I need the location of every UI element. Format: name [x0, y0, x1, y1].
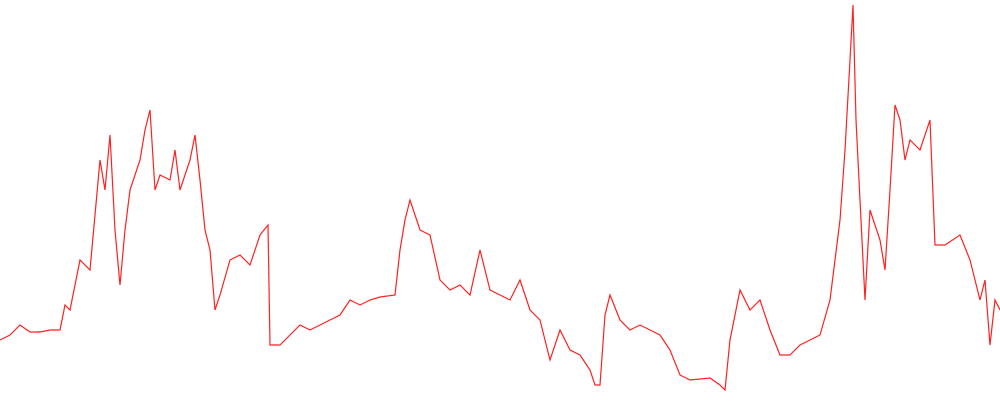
data-line	[0, 4, 1000, 392]
